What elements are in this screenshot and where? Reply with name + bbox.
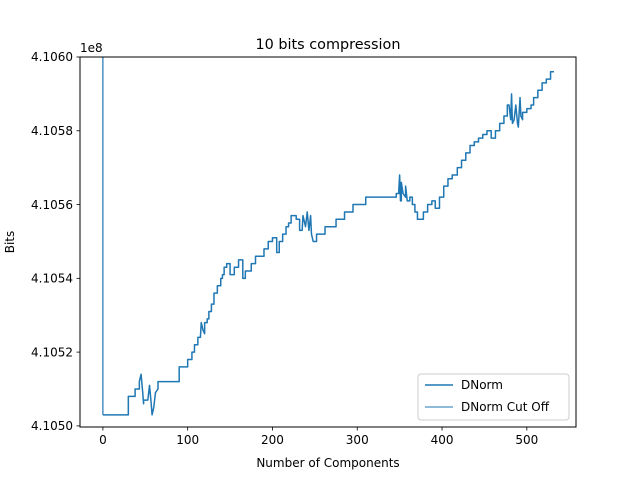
chart-title: 10 bits compression xyxy=(256,37,401,53)
x-tick-label: 200 xyxy=(261,433,284,447)
plot-frame xyxy=(79,56,577,428)
x-axis-ticks: 0 100 200 300 400 500 xyxy=(99,427,538,447)
y-axis-ticks: 4.1050 4.1052 4.1054 4.1056 4.1058 4.1060 xyxy=(31,50,80,433)
x-tick-label: 500 xyxy=(515,433,538,447)
legend-label-dnorm-cut-off: DNorm Cut Off xyxy=(461,400,550,414)
y-axis-label: Bits xyxy=(3,231,17,254)
legend-box xyxy=(417,373,570,421)
y-tick-label: 4.1054 xyxy=(31,272,73,286)
legend-label-dnorm: DNorm xyxy=(461,378,503,392)
legend: DNorm DNorm Cut Off xyxy=(417,373,570,421)
x-axis-label: Number of Components xyxy=(256,456,399,470)
series-layer xyxy=(102,57,554,416)
x-tick-label: 400 xyxy=(431,433,454,447)
x-tick-label: 0 xyxy=(99,433,107,447)
x-tick-label: 300 xyxy=(346,433,369,447)
y-tick-label: 4.1060 xyxy=(31,50,73,64)
y-tick-label: 4.1056 xyxy=(31,198,73,212)
x-tick-label: 100 xyxy=(176,433,199,447)
y-offset-text: 1e8 xyxy=(80,41,103,55)
y-tick-label: 4.1050 xyxy=(31,419,73,433)
y-tick-label: 4.1052 xyxy=(31,345,73,359)
y-tick-label: 4.1058 xyxy=(31,124,73,138)
series-line-dnorm xyxy=(102,71,554,416)
